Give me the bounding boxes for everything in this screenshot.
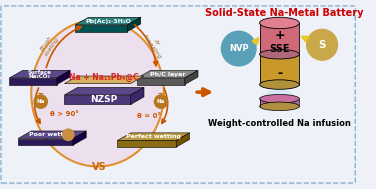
Text: Poor wetting: Poor wetting bbox=[29, 132, 75, 137]
Polygon shape bbox=[73, 131, 86, 145]
Polygon shape bbox=[64, 87, 144, 95]
Text: Ar
Annealing: Ar Annealing bbox=[141, 29, 167, 59]
Text: S: S bbox=[318, 40, 326, 50]
Ellipse shape bbox=[259, 102, 299, 111]
Polygon shape bbox=[9, 70, 70, 78]
Text: θ ≈ 0°: θ ≈ 0° bbox=[137, 113, 161, 119]
Polygon shape bbox=[18, 131, 86, 139]
Text: Na: Na bbox=[157, 99, 165, 104]
Polygon shape bbox=[18, 139, 73, 145]
Ellipse shape bbox=[259, 80, 299, 89]
Text: -: - bbox=[277, 67, 282, 80]
Text: θ > 90°: θ > 90° bbox=[50, 111, 79, 117]
Circle shape bbox=[221, 31, 257, 67]
Text: Surface: Surface bbox=[28, 70, 52, 75]
Polygon shape bbox=[117, 140, 176, 147]
Circle shape bbox=[62, 129, 74, 140]
Text: Solid-State Na-Metal Battery: Solid-State Na-Metal Battery bbox=[205, 8, 364, 18]
Ellipse shape bbox=[31, 20, 164, 167]
Ellipse shape bbox=[259, 17, 299, 29]
Text: +: + bbox=[274, 29, 285, 42]
Polygon shape bbox=[75, 17, 141, 25]
Polygon shape bbox=[64, 76, 144, 84]
Text: NZSP: NZSP bbox=[91, 95, 118, 104]
Text: NVP: NVP bbox=[229, 44, 249, 53]
Circle shape bbox=[306, 29, 338, 61]
Polygon shape bbox=[158, 93, 164, 95]
Polygon shape bbox=[64, 95, 131, 105]
Text: Perfect wetting: Perfect wetting bbox=[126, 134, 181, 139]
Text: VS: VS bbox=[92, 162, 107, 172]
Text: Ph/C layer: Ph/C layer bbox=[150, 72, 185, 77]
Polygon shape bbox=[176, 133, 190, 147]
Text: Na + Na₁₅Pb₄@C: Na + Na₁₅Pb₄@C bbox=[70, 73, 139, 82]
Text: Weight-controlled Na infusion: Weight-controlled Na infusion bbox=[208, 119, 351, 128]
Polygon shape bbox=[127, 17, 141, 32]
Polygon shape bbox=[57, 70, 70, 84]
Text: Brush
coating: Brush coating bbox=[39, 33, 60, 57]
Polygon shape bbox=[185, 70, 198, 84]
Text: Pb(Ac)₂·3H₂O: Pb(Ac)₂·3H₂O bbox=[85, 19, 131, 24]
Polygon shape bbox=[137, 78, 185, 84]
Polygon shape bbox=[9, 78, 57, 84]
Ellipse shape bbox=[259, 94, 299, 103]
Polygon shape bbox=[117, 133, 190, 140]
Polygon shape bbox=[261, 84, 297, 99]
Text: Na₂CO₃: Na₂CO₃ bbox=[29, 74, 51, 78]
Ellipse shape bbox=[259, 50, 299, 59]
Polygon shape bbox=[75, 25, 127, 32]
Text: Na: Na bbox=[36, 99, 45, 104]
Circle shape bbox=[34, 95, 47, 108]
Circle shape bbox=[155, 95, 168, 108]
Polygon shape bbox=[259, 54, 299, 84]
Polygon shape bbox=[259, 23, 299, 54]
Polygon shape bbox=[137, 70, 198, 78]
Text: SSE: SSE bbox=[269, 43, 290, 53]
Polygon shape bbox=[259, 99, 299, 106]
Polygon shape bbox=[38, 93, 44, 95]
Polygon shape bbox=[131, 87, 144, 105]
